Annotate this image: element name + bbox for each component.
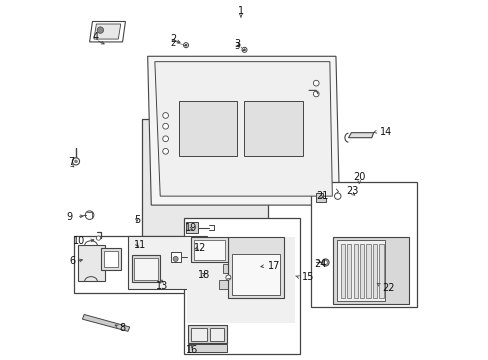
- Polygon shape: [155, 62, 332, 196]
- Text: 22: 22: [382, 283, 394, 293]
- Circle shape: [313, 80, 319, 86]
- Text: 11: 11: [134, 239, 146, 249]
- Text: 9: 9: [66, 212, 72, 221]
- Bar: [74, 235, 206, 293]
- Bar: [346, 244, 351, 298]
- Bar: [372, 244, 376, 298]
- Circle shape: [96, 236, 101, 240]
- Bar: [187, 325, 226, 343]
- Bar: [219, 280, 233, 289]
- Bar: [366, 244, 370, 298]
- Bar: [186, 222, 198, 233]
- Text: 15: 15: [301, 272, 314, 282]
- Bar: [183, 218, 300, 354]
- Bar: [223, 264, 233, 273]
- Bar: [310, 182, 416, 307]
- Circle shape: [85, 211, 94, 220]
- Bar: [190, 237, 228, 262]
- Text: 1: 1: [237, 6, 244, 17]
- Text: 14: 14: [379, 127, 391, 136]
- Bar: [231, 253, 280, 295]
- Text: 13: 13: [156, 281, 168, 291]
- Text: 10: 10: [73, 236, 85, 246]
- Polygon shape: [348, 133, 373, 138]
- Bar: [131, 255, 160, 282]
- Text: 2: 2: [170, 39, 175, 48]
- Text: 19: 19: [185, 224, 197, 233]
- Bar: [340, 244, 344, 298]
- Text: 7: 7: [68, 157, 74, 167]
- Bar: [171, 252, 180, 262]
- Text: 24: 24: [314, 259, 326, 269]
- Polygon shape: [147, 56, 339, 205]
- Bar: [333, 237, 408, 304]
- Circle shape: [243, 49, 245, 51]
- Text: 5: 5: [134, 215, 140, 225]
- Bar: [228, 237, 284, 298]
- Polygon shape: [316, 193, 325, 202]
- Bar: [187, 344, 226, 352]
- Circle shape: [163, 136, 168, 141]
- Bar: [336, 240, 384, 301]
- Text: 12: 12: [193, 243, 205, 253]
- Text: 3: 3: [234, 42, 239, 51]
- Polygon shape: [94, 24, 121, 39]
- Bar: [379, 244, 383, 298]
- Circle shape: [323, 261, 326, 264]
- Circle shape: [163, 113, 168, 118]
- Text: 3: 3: [234, 39, 241, 49]
- Circle shape: [173, 256, 178, 261]
- Bar: [128, 235, 206, 289]
- Text: 6: 6: [69, 256, 75, 266]
- Bar: [209, 328, 223, 341]
- Circle shape: [183, 42, 188, 48]
- Circle shape: [244, 258, 250, 265]
- Circle shape: [163, 123, 168, 129]
- Bar: [190, 328, 206, 341]
- Circle shape: [321, 259, 328, 266]
- Text: 16: 16: [185, 345, 198, 355]
- Text: 2: 2: [170, 35, 176, 44]
- Circle shape: [334, 193, 340, 199]
- Circle shape: [225, 275, 230, 280]
- Circle shape: [242, 47, 246, 52]
- Circle shape: [163, 148, 168, 154]
- Polygon shape: [82, 315, 129, 331]
- Bar: [142, 119, 267, 253]
- Bar: [101, 248, 121, 270]
- Bar: [359, 244, 364, 298]
- Bar: [78, 245, 104, 281]
- Bar: [353, 244, 357, 298]
- Text: 23: 23: [345, 186, 358, 196]
- Text: 8: 8: [119, 323, 125, 333]
- Bar: [179, 101, 237, 156]
- Text: 21: 21: [316, 191, 328, 201]
- Text: 20: 20: [352, 172, 365, 182]
- Bar: [134, 258, 158, 280]
- Circle shape: [313, 91, 319, 97]
- Circle shape: [184, 44, 187, 46]
- Text: 17: 17: [267, 261, 280, 271]
- Circle shape: [72, 158, 80, 165]
- Bar: [194, 240, 224, 260]
- Circle shape: [97, 27, 103, 33]
- Bar: [187, 237, 294, 323]
- Polygon shape: [89, 22, 125, 42]
- Text: 4: 4: [92, 32, 99, 42]
- Bar: [104, 251, 118, 267]
- Text: 18: 18: [198, 270, 210, 280]
- Bar: [244, 101, 302, 156]
- Circle shape: [74, 160, 77, 163]
